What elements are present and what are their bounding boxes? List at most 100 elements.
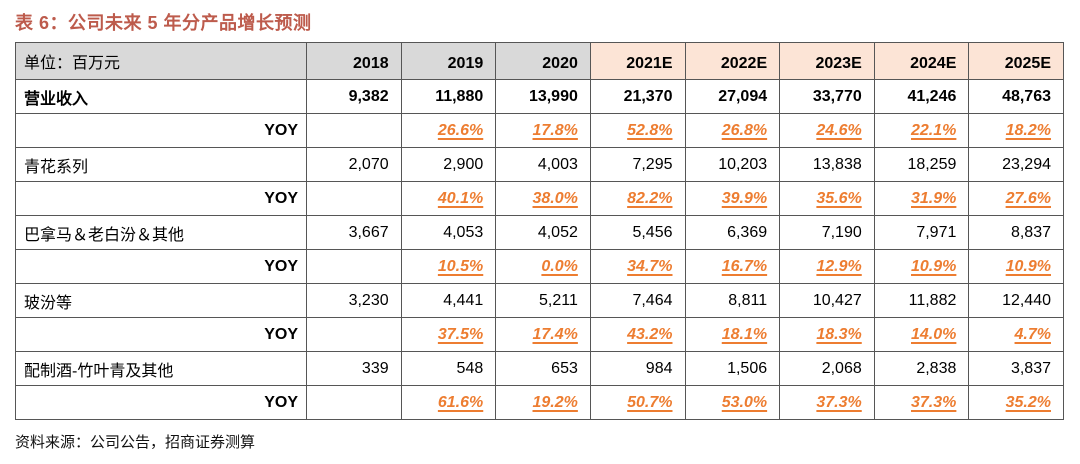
yoy-row: YOY 37.5% 17.4% 43.2% 18.1% 18.3% 14.0% 4.7%	[15, 317, 1064, 352]
value-cell: 17.8%	[495, 113, 591, 148]
value-cell: 38.0%	[495, 181, 591, 216]
value-cell: 10,427	[779, 283, 875, 318]
value-cell: 24.6%	[779, 113, 875, 148]
product-row: 玻汾等 3,230 4,441 5,211 7,464 8,811 10,427 11,882…	[15, 283, 1064, 318]
row-label-cell: 配制酒-竹叶青及其他	[15, 351, 307, 386]
value-cell: 26.8%	[684, 113, 781, 148]
value-cell: 27,094	[684, 79, 781, 114]
value-cell: 2,900	[400, 147, 497, 182]
value-cell	[306, 113, 402, 148]
row-label-cell: YOY	[15, 385, 307, 420]
value-cell: 4.7%	[968, 317, 1064, 352]
value-cell: 37.5%	[400, 317, 497, 352]
value-cell: 48,763	[968, 79, 1064, 114]
row-label-cell: YOY	[15, 249, 307, 284]
year-header-cell: 2018	[306, 42, 402, 80]
value-cell: 37.3%	[873, 385, 970, 420]
value-cell: 10.9%	[873, 249, 970, 284]
value-cell: 13,990	[495, 79, 591, 114]
row-label-cell: YOY	[15, 317, 307, 352]
value-cell: 35.2%	[968, 385, 1064, 420]
row-label-cell: 青花系列	[15, 147, 307, 182]
value-cell: 18.2%	[968, 113, 1064, 148]
value-cell: 984	[589, 351, 686, 386]
value-cell: 39.9%	[684, 181, 781, 216]
value-cell: 7,464	[589, 283, 686, 318]
row-label-cell: 营业收入	[15, 79, 307, 114]
value-cell: 3,230	[306, 283, 402, 318]
value-cell: 11,880	[400, 79, 497, 114]
value-cell: 5,211	[495, 283, 591, 318]
value-cell: 4,003	[495, 147, 591, 182]
value-cell: 653	[495, 351, 591, 386]
value-cell: 22.1%	[873, 113, 970, 148]
year-header-cell: 2020	[495, 42, 591, 80]
product-forecast-table: 单位：百万元 2018 2019 2020 2021E 2022E 2023E 2024E 2…	[15, 42, 1064, 420]
unit-label-cell: 单位：百万元	[15, 42, 307, 80]
value-cell: 13,838	[779, 147, 875, 182]
value-cell: 548	[400, 351, 497, 386]
value-cell: 8,811	[684, 283, 781, 318]
value-cell	[306, 317, 402, 352]
value-cell: 339	[306, 351, 402, 386]
product-row: 青花系列 2,070 2,900 4,003 7,295 10,203 13,838 18,2…	[15, 147, 1064, 182]
value-cell: 82.2%	[589, 181, 686, 216]
value-cell: 27.6%	[968, 181, 1064, 216]
year-header-cell: 2022E	[684, 42, 781, 80]
value-cell: 4,052	[495, 215, 591, 250]
value-cell: 35.6%	[779, 181, 875, 216]
value-cell	[306, 385, 402, 420]
value-cell: 7,295	[589, 147, 686, 182]
value-cell	[306, 181, 402, 216]
year-header-cell: 2023E	[779, 42, 875, 80]
year-header-cell: 2021E	[589, 42, 686, 80]
report-table-figure: 表 6：公司未来 5 年分产品增长预测 单位：百万元 2018 2019 2020 2…	[0, 9, 1080, 452]
value-cell: 4,053	[400, 215, 497, 250]
value-cell: 34.7%	[589, 249, 686, 284]
value-cell: 8,837	[968, 215, 1064, 250]
year-header-cell: 2024E	[873, 42, 970, 80]
table-header-row: 单位：百万元 2018 2019 2020 2021E 2022E 2023E 2024E 2…	[15, 42, 1064, 80]
value-cell: 18.3%	[779, 317, 875, 352]
value-cell: 0.0%	[495, 249, 591, 284]
value-cell: 18.1%	[684, 317, 781, 352]
value-cell: 3,837	[968, 351, 1064, 386]
row-label-cell: 巴拿马＆老白汾＆其他	[15, 215, 307, 250]
value-cell: 41,246	[873, 79, 970, 114]
value-cell: 2,838	[873, 351, 970, 386]
value-cell: 61.6%	[400, 385, 497, 420]
source-note: 资料来源：公司公告，招商证券测算	[15, 434, 256, 451]
value-cell: 7,190	[779, 215, 875, 250]
value-cell: 12,440	[968, 283, 1064, 318]
value-cell: 10.5%	[400, 249, 497, 284]
value-cell: 2,070	[306, 147, 402, 182]
value-cell: 40.1%	[400, 181, 497, 216]
value-cell: 6,369	[684, 215, 781, 250]
product-row: 巴拿马＆老白汾＆其他 3,667 4,053 4,052 5,456 6,369 7,190…	[15, 215, 1064, 250]
value-cell: 43.2%	[589, 317, 686, 352]
product-row: 配制酒-竹叶青及其他 339 548 653 984 1,506 2,068 2,838 3,8…	[15, 351, 1064, 386]
value-cell: 23,294	[968, 147, 1064, 182]
value-cell: 5,456	[589, 215, 686, 250]
value-cell: 10.9%	[968, 249, 1064, 284]
value-cell: 14.0%	[873, 317, 970, 352]
product-row: 营业收入 9,382 11,880 13,990 21,370 27,094 33,770 4…	[15, 79, 1064, 114]
year-header-cell: 2025E	[968, 42, 1064, 80]
value-cell: 50.7%	[589, 385, 686, 420]
value-cell: 17.4%	[495, 317, 591, 352]
value-cell: 9,382	[306, 79, 402, 114]
value-cell: 4,441	[400, 283, 497, 318]
value-cell: 10,203	[684, 147, 781, 182]
value-cell: 7,971	[873, 215, 970, 250]
row-label-cell: YOY	[15, 181, 307, 216]
yoy-row: YOY 10.5% 0.0% 34.7% 16.7% 12.9% 10.9% 10.9%	[15, 249, 1064, 284]
value-cell: 16.7%	[684, 249, 781, 284]
value-cell	[306, 249, 402, 284]
value-cell: 33,770	[779, 79, 875, 114]
yoy-row: YOY 26.6% 17.8% 52.8% 26.8% 24.6% 22.1% 18.2%	[15, 113, 1064, 148]
value-cell: 53.0%	[684, 385, 781, 420]
value-cell: 26.6%	[400, 113, 497, 148]
value-cell: 3,667	[306, 215, 402, 250]
row-label-cell: 玻汾等	[15, 283, 307, 318]
value-cell: 11,882	[873, 283, 970, 318]
